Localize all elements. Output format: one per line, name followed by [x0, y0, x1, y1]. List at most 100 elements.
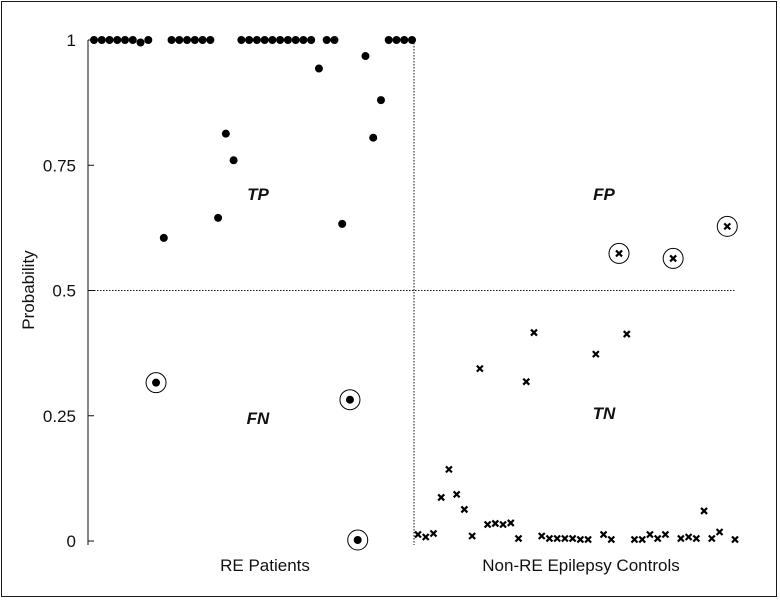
cross-stroke	[561, 534, 569, 543]
data-point-cross	[599, 530, 608, 539]
data-point-dot	[408, 36, 416, 44]
data-point-dot	[307, 36, 316, 44]
cross-stroke	[537, 532, 546, 540]
cross-stroke	[491, 519, 500, 528]
data-point-cross	[622, 330, 631, 338]
cross-stroke	[630, 535, 639, 544]
cross-stroke	[708, 534, 716, 543]
cross-stroke	[584, 535, 592, 544]
cross-stroke	[576, 535, 585, 544]
data-point-cross	[723, 222, 732, 231]
data-point-cross	[653, 534, 662, 543]
cross-stroke	[545, 534, 554, 543]
data-point-dot	[376, 96, 385, 105]
data-point-dot	[237, 36, 246, 44]
cross-stroke	[646, 530, 654, 539]
data-point-dot	[276, 36, 285, 44]
cross-stroke	[437, 493, 445, 502]
data-point-dot	[152, 378, 161, 387]
data-point-cross	[437, 493, 445, 502]
data-point-cross	[414, 530, 422, 539]
misclassified-marker-ring	[716, 215, 738, 237]
misclassified-marker-ring	[145, 372, 167, 394]
data-point-dot	[314, 64, 323, 73]
data-point-cross	[669, 254, 677, 263]
data-point-cross	[530, 328, 538, 337]
quadrant-label-tp: TP	[247, 185, 269, 204]
data-point-dot	[90, 36, 98, 44]
data-point-cross	[468, 532, 476, 540]
data-point-cross	[545, 534, 554, 543]
data-point-cross	[638, 535, 646, 544]
data-point-dot	[353, 535, 362, 544]
data-point-cross	[708, 534, 716, 543]
cross-stroke	[638, 535, 646, 544]
data-point-cross	[452, 490, 461, 499]
data-point-dot	[322, 36, 331, 44]
cross-stroke	[692, 534, 701, 543]
data-point-dot	[361, 52, 370, 61]
cross-stroke	[653, 534, 662, 543]
quadrant-label-fn: FN	[247, 409, 270, 428]
data-point-cross	[731, 535, 739, 544]
cross-stroke	[615, 249, 623, 258]
data-point-cross	[684, 533, 693, 541]
data-point-cross	[491, 519, 500, 528]
data-point-cross	[607, 535, 616, 544]
data-point-dot	[113, 36, 122, 44]
category-label-re-patients: RE Patients	[220, 556, 310, 575]
data-point-cross	[483, 520, 492, 529]
category-label-controls: Non-RE Epilepsy Controls	[482, 556, 679, 575]
data-point-dot	[245, 36, 254, 44]
cross-stroke	[483, 520, 492, 529]
cross-stroke	[731, 535, 739, 544]
cross-stroke	[429, 529, 438, 538]
data-point-dot	[97, 36, 106, 44]
cross-stroke	[700, 507, 708, 515]
cross-stroke	[607, 535, 616, 544]
data-point-cross	[460, 505, 469, 514]
data-point-dot	[291, 36, 300, 44]
data-point-dot	[299, 36, 308, 44]
data-point-dot	[400, 36, 409, 44]
data-point-dot	[136, 38, 145, 47]
data-point-dot	[144, 36, 153, 44]
data-point-cross	[715, 528, 724, 536]
data-point-dot	[345, 395, 354, 404]
data-points	[90, 36, 739, 551]
data-point-dot	[392, 36, 401, 44]
cross-stroke	[514, 534, 523, 543]
cross-stroke	[476, 364, 484, 373]
data-point-cross	[576, 535, 585, 544]
data-point-cross	[615, 249, 623, 258]
data-point-cross	[445, 465, 453, 474]
data-point-cross	[630, 535, 639, 544]
misclassified-marker-ring	[339, 389, 361, 411]
misclassified-marker-ring	[662, 247, 684, 269]
data-point-dot	[167, 36, 176, 44]
data-point-dot	[260, 36, 269, 44]
data-point-dot	[183, 36, 192, 44]
cross-stroke	[669, 254, 677, 263]
data-point-cross	[507, 519, 515, 527]
cross-stroke	[468, 532, 476, 540]
cross-stroke	[599, 530, 608, 539]
cross-stroke	[530, 328, 538, 337]
data-point-cross	[692, 534, 701, 543]
y-tick-label: 1	[67, 31, 76, 50]
data-point-cross	[584, 535, 592, 544]
quadrant-label-tn: TN	[593, 404, 616, 423]
data-point-cross	[592, 350, 600, 358]
data-point-dot	[384, 36, 393, 44]
data-point-cross	[646, 530, 654, 539]
data-point-cross	[700, 507, 708, 515]
data-point-cross	[553, 534, 561, 543]
data-point-dot	[214, 213, 223, 222]
cross-stroke	[684, 533, 693, 541]
cross-stroke	[499, 520, 507, 529]
data-point-dot	[252, 36, 261, 44]
cross-stroke	[460, 505, 469, 514]
y-tick-label: 0.75	[43, 156, 76, 175]
